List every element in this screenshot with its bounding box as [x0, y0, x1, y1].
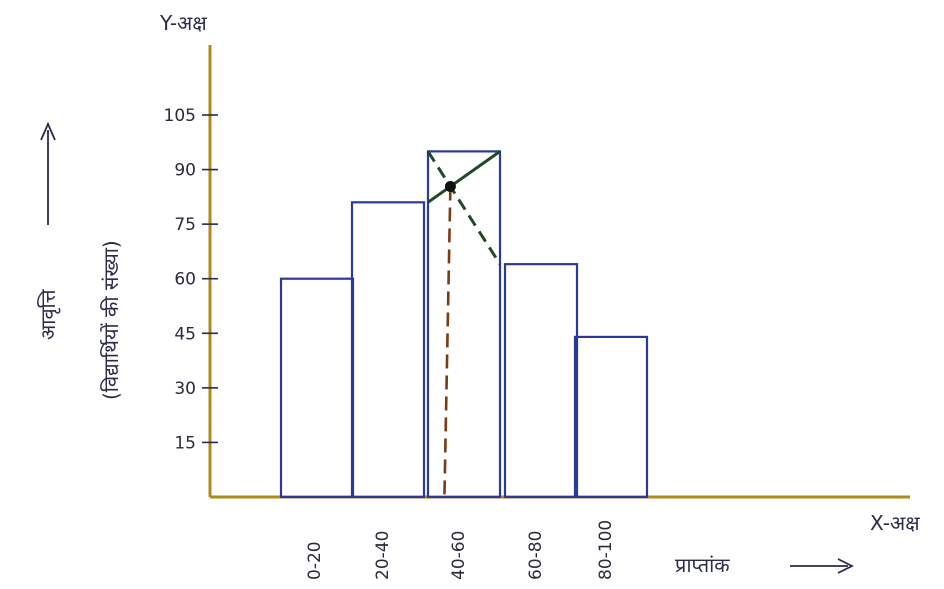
- axes: [208, 45, 910, 499]
- bars: [279, 150, 649, 499]
- y-axis-name: Y-अक्ष: [159, 11, 207, 35]
- y-tick-label: 105: [164, 106, 196, 126]
- x-tick-label: 0-20: [305, 541, 325, 580]
- mode-construction: [426, 150, 502, 498]
- mode-construction-line: [426, 150, 502, 265]
- y-tick-label: 75: [174, 215, 196, 235]
- y-axis-title-line1: आवृत्ति: [36, 288, 61, 340]
- right-arrow-icon: [790, 558, 855, 574]
- x-tick-label: 80-100: [596, 520, 616, 580]
- x-axis-title: प्राप्तांक: [675, 553, 855, 577]
- y-ticks: 15 30 45 60 75 90 105: [164, 106, 218, 453]
- y-tick-label: 90: [174, 161, 196, 181]
- x-axis-name: X-अक्ष: [870, 511, 920, 535]
- histogram-bar: [426, 150, 502, 499]
- y-tick-label: 60: [174, 270, 196, 290]
- x-tick-label: 40-60: [449, 531, 469, 580]
- mode-point: [444, 180, 456, 192]
- x-axis-title: प्राप्तांक: [675, 553, 730, 577]
- mode-construction-line: [427, 150, 501, 204]
- x-tick-label: 60-80: [526, 531, 546, 580]
- y-tick-label: 45: [174, 324, 196, 344]
- up-arrow-icon: [40, 121, 56, 225]
- y-axis-title-line2: (विद्यार्थियों की संख्या): [99, 240, 123, 400]
- histogram-bar: [279, 277, 355, 499]
- y-tick-label: 30: [174, 379, 196, 399]
- x-tick-labels: 0-20 20-40 40-60 60-80 80-100: [305, 520, 616, 580]
- y-axis-title: आवृत्ति (विद्यार्थियों की संख्या): [36, 121, 123, 400]
- histogram-bar: [573, 335, 649, 499]
- x-tick-label: 20-40: [373, 531, 393, 580]
- y-tick-label: 15: [174, 433, 196, 453]
- histogram-bar: [350, 201, 426, 499]
- histogram-bar: [503, 263, 579, 499]
- mode-drop-line: [443, 186, 452, 498]
